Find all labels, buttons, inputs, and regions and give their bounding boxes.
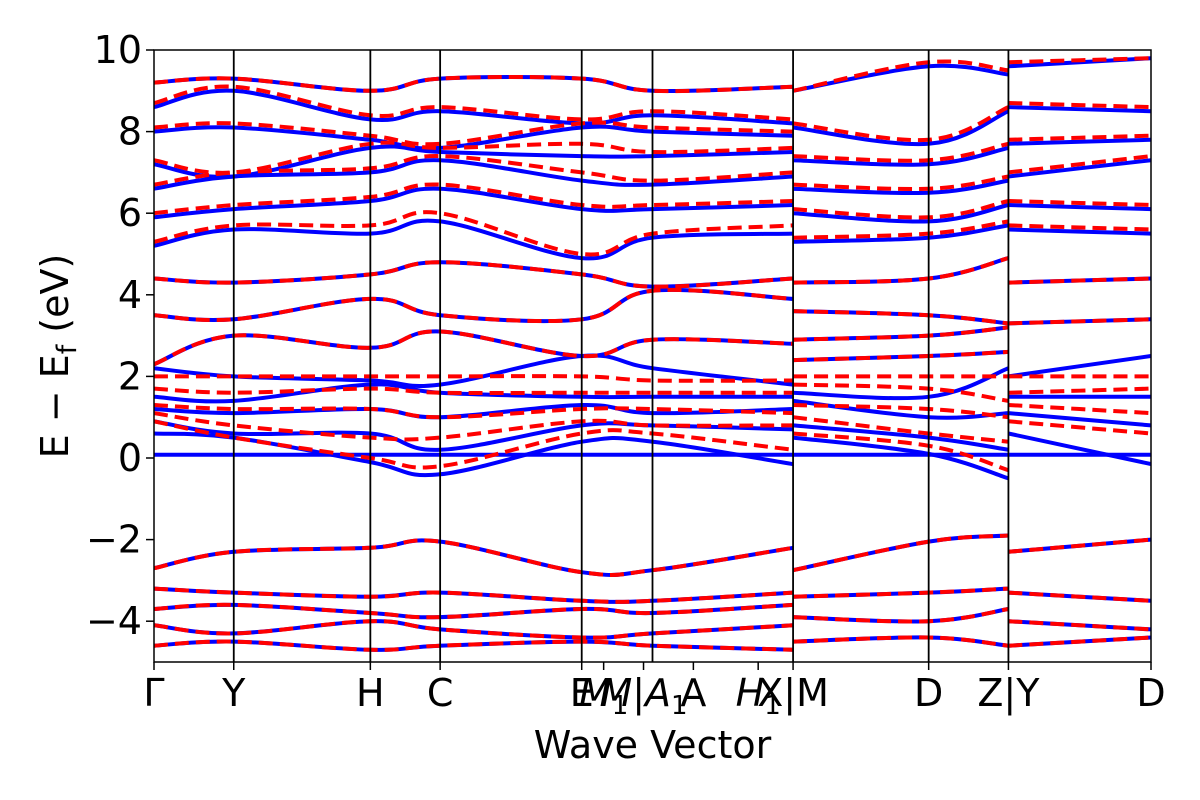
x-tick-label: M|A1 (599, 671, 687, 721)
band-line (1008, 203, 1151, 212)
y-tick-label: 8 (118, 110, 142, 154)
y-axis-title-unit: (eV) (33, 254, 77, 345)
band-line (1008, 403, 1151, 416)
band-line (1008, 154, 1151, 175)
band-line (793, 382, 1009, 403)
band-line (793, 325, 1009, 342)
y-tick-label: 4 (118, 273, 142, 317)
band-line (154, 411, 794, 442)
x-tick-label: C (427, 671, 454, 715)
band-line (793, 349, 1009, 363)
band-line (793, 403, 1009, 420)
x-tick-label: A (680, 671, 706, 715)
band-line (1008, 419, 1151, 436)
band-line (154, 374, 794, 383)
band-line (1008, 537, 1151, 554)
x-tick-label: D (914, 671, 943, 715)
band-line (154, 538, 794, 578)
x-tick-label: Z|Y (977, 671, 1040, 716)
band-line (154, 382, 794, 404)
band-line (792, 63, 1009, 93)
y-axis-title-sub: f (52, 343, 83, 354)
band-line (154, 386, 794, 396)
band-line (1008, 137, 1151, 146)
band-line (154, 287, 794, 324)
x-tick-label: H (356, 671, 385, 715)
x-tick-label: D (1136, 671, 1165, 715)
x-tick-label: X|M (757, 671, 829, 716)
x-tick-label: E (570, 671, 594, 715)
band-line (154, 329, 794, 367)
band-line (154, 120, 794, 147)
band-line (154, 260, 794, 289)
x-tick-label: H1 (736, 671, 781, 721)
x-tick-label: Y (221, 671, 246, 715)
band-line (792, 415, 1009, 444)
y-tick-label: −4 (86, 599, 142, 643)
band-line (793, 635, 1009, 648)
band-line (154, 182, 794, 216)
band-line (1008, 199, 1151, 207)
plot-frame (153, 49, 1152, 663)
y-tick-label: 6 (118, 191, 142, 235)
band-line (1008, 105, 1151, 114)
band-line (1008, 223, 1151, 232)
band-line (1008, 56, 1151, 65)
band-line (1008, 354, 1151, 379)
y-axis: −4 −2 0 2 4 6 8 10 (86, 28, 154, 643)
band-line (792, 423, 1009, 452)
band-line (154, 353, 794, 388)
band-line (1008, 411, 1151, 428)
x-tick-label: M1 (579, 671, 628, 721)
band-line (1008, 590, 1151, 603)
band-line (792, 105, 1010, 143)
x-tick-label: Γ (143, 671, 164, 715)
band-line (154, 619, 794, 640)
band-line (792, 533, 1009, 573)
band-line (793, 219, 1009, 240)
y-axis-title-main: E − E (33, 354, 77, 458)
band-line (154, 74, 794, 94)
band-line (793, 586, 1009, 599)
high-symmetry-lines (232, 50, 1010, 662)
band-line (154, 602, 794, 620)
y-tick-label: 10 (94, 28, 142, 72)
band-line (1008, 619, 1151, 632)
band-line (1008, 635, 1151, 648)
band-line (1007, 431, 1151, 467)
band-line (154, 619, 794, 640)
band-line (1008, 133, 1151, 142)
band-line (154, 402, 794, 420)
band-line (154, 586, 794, 604)
band-line (1008, 101, 1151, 110)
y-tick-label: −2 (86, 518, 142, 562)
y-tick-label: 0 (118, 436, 142, 480)
y-axis-title: E − Ef (eV) (33, 254, 83, 459)
band-line (154, 403, 794, 420)
band-line (793, 366, 1010, 401)
band-line (1008, 317, 1151, 326)
band-line (154, 88, 794, 126)
band-line (1008, 227, 1151, 236)
band-line (1008, 386, 1151, 395)
band-line (1008, 158, 1151, 179)
x-axis-title: Wave Vector (534, 723, 772, 767)
band-line (793, 309, 1009, 326)
band-line (154, 186, 794, 220)
band-line (792, 59, 1009, 93)
band-line (1008, 276, 1151, 285)
y-tick-label: 2 (118, 354, 142, 398)
band-line (154, 538, 794, 578)
band-line (793, 223, 1009, 244)
band-line (154, 639, 794, 652)
